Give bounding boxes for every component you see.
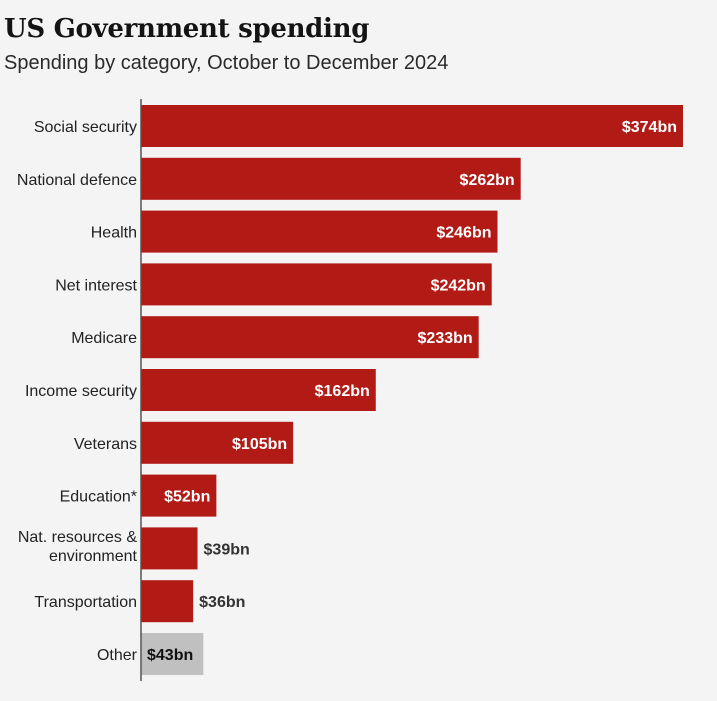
chart-title: US Government spending [4, 14, 370, 44]
category-label-nat-resources-environment: Nat. resources & environment [18, 529, 138, 565]
value-label-other: $43bn [147, 647, 193, 664]
value-label-transportation: $36bn [199, 594, 245, 611]
value-label-national-defence: $262bn [460, 172, 515, 189]
category-label-education: Education* [60, 489, 137, 506]
bar-social-security [141, 105, 683, 147]
category-label-veterans: Veterans [74, 436, 137, 453]
value-label-social-security: $374bn [622, 119, 677, 136]
bar-national-defence [141, 157, 521, 200]
value-label-education: $52bn [164, 489, 210, 506]
bar-other [141, 633, 204, 675]
category-label-health: Health [91, 225, 137, 242]
bar-education [141, 474, 217, 517]
value-label-income-security: $162bn [315, 383, 370, 400]
bar-net-interest [141, 263, 492, 306]
bar-transportation [141, 580, 194, 623]
bar-income-security [141, 369, 376, 411]
value-label-net-interest: $242bn [431, 277, 486, 294]
value-label-nat-resources-environment: $39bn [204, 541, 250, 558]
bar-nat-resources-environment [141, 527, 198, 570]
category-label-national-defence: National defence [17, 172, 137, 189]
bar-medicare [141, 316, 479, 359]
value-label-health: $246bn [436, 225, 491, 242]
category-label-other: Other [97, 647, 138, 664]
value-label-veterans: $105bn [232, 436, 287, 453]
category-label-transportation: Transportation [34, 594, 137, 611]
bar-veterans [141, 421, 294, 464]
chart-subtitle: Spending by category, October to Decembe… [4, 52, 449, 74]
category-label-income-security: Income security [25, 383, 137, 400]
category-label-social-security: Social security [34, 119, 137, 136]
value-label-medicare: $233bn [418, 330, 473, 347]
bar-health [141, 210, 498, 253]
category-label-net-interest: Net interest [55, 277, 137, 294]
category-label-medicare: Medicare [71, 330, 137, 347]
